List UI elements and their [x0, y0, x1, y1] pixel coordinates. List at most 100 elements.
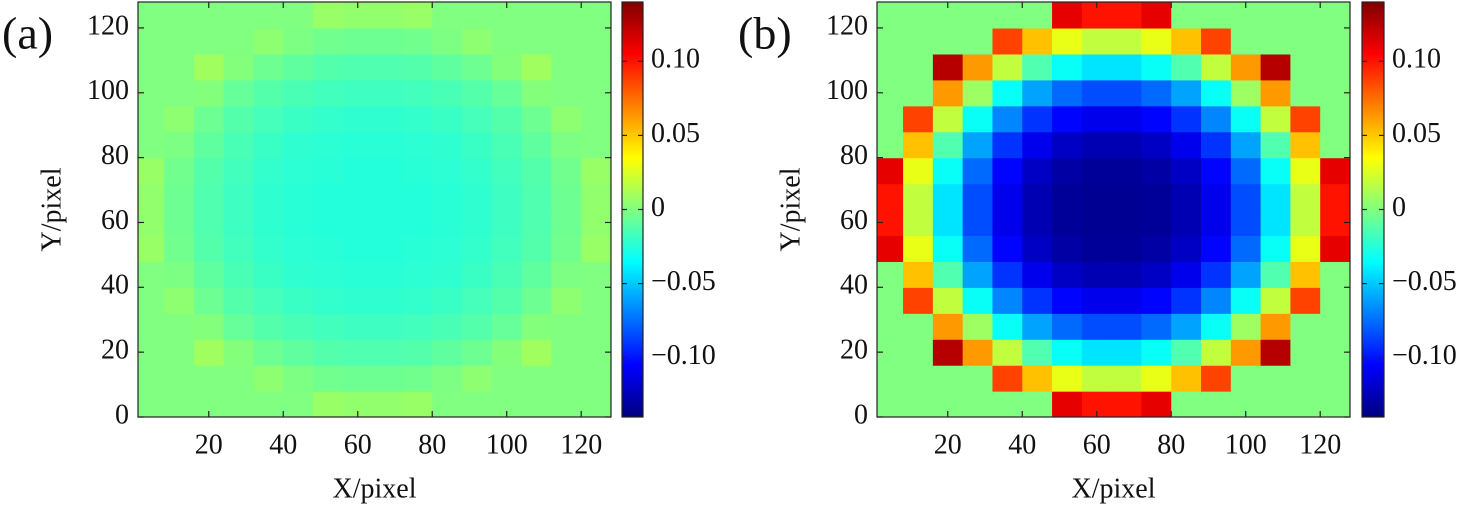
heatmap-cell: [372, 365, 404, 392]
heatmap-cell: [164, 183, 195, 211]
heatmap-cell: [462, 105, 493, 133]
heatmap-cell: [1201, 209, 1232, 237]
heatmap-cell: [164, 287, 195, 314]
heatmap-cell: [1201, 27, 1232, 55]
heatmap-cell: [992, 79, 1023, 107]
heatmap-cell: [253, 287, 284, 314]
heatmap-cell: [372, 157, 404, 185]
heatmap-cell: [1171, 391, 1202, 417]
heatmap-cell: [138, 365, 165, 392]
heatmap-cell: [1201, 391, 1232, 417]
y-tick-label: 0: [115, 399, 129, 430]
heatmap-cell: [402, 339, 433, 366]
y-tick-label: 100: [87, 75, 129, 106]
heatmap-cell: [313, 365, 344, 392]
heatmap-cell: [313, 79, 344, 107]
heatmap-cell: [283, 53, 314, 81]
heatmap-cell: [521, 339, 553, 366]
y-tick-label: 60: [840, 205, 868, 236]
heatmap-cell: [521, 27, 553, 55]
heatmap-cells: [138, 2, 611, 417]
heatmap-cell: [491, 261, 523, 288]
heatmap-cell: [313, 105, 344, 133]
heatmap-cell: [1111, 183, 1143, 211]
y-tick-label: 120: [826, 10, 868, 41]
heatmap-cell: [1260, 131, 1292, 159]
heatmap-cell: [877, 313, 904, 340]
heatmap-cell: [313, 235, 344, 262]
heatmap-cell: [1320, 27, 1350, 55]
heatmap-cell: [491, 131, 523, 159]
heatmap-cell: [193, 365, 225, 392]
heatmap-cell: [932, 339, 964, 366]
heatmap-cell: [1081, 313, 1113, 340]
heatmap-cell: [1052, 365, 1083, 392]
heatmap-cell: [1052, 79, 1083, 107]
heatmap-cell: [903, 365, 934, 392]
heatmap-cell: [491, 105, 523, 133]
panel-label: (b): [738, 8, 792, 59]
heatmap-cell: [462, 313, 493, 340]
heatmap-cell: [432, 27, 463, 55]
heatmap-cell: [372, 235, 404, 262]
heatmap-cell: [164, 365, 195, 392]
heatmap-cell: [223, 105, 255, 133]
heatmap-cell: [402, 105, 433, 133]
heatmap-cell: [1141, 2, 1172, 29]
heatmap-cell: [932, 79, 964, 107]
heatmap-cell: [164, 79, 195, 107]
heatmap-cell: [1052, 2, 1083, 29]
heatmap-cell: [962, 339, 994, 366]
heatmap-cell: [1290, 183, 1321, 211]
heatmap-cell: [164, 339, 195, 366]
colorbar-tick-label: −0.10: [651, 340, 716, 371]
heatmap-cell: [1260, 209, 1292, 237]
heatmap-cell: [1081, 53, 1113, 81]
heatmap-cell: [342, 157, 374, 185]
colorbar-tick-label: −0.05: [651, 266, 716, 297]
heatmap-cell: [193, 131, 225, 159]
heatmap-cell: [432, 2, 463, 29]
heatmap-cell: [581, 391, 611, 417]
heatmap-cell: [462, 391, 493, 417]
plot-frame: [876, 1, 1351, 418]
heatmap-cell: [372, 209, 404, 237]
heatmap-cell: [932, 209, 964, 237]
heatmap-cell: [551, 287, 582, 314]
heatmap-cell: [551, 27, 582, 55]
y-tick-label: 80: [101, 140, 129, 171]
heatmap-cell: [992, 27, 1023, 55]
heatmap-cell: [932, 365, 964, 392]
heatmap-cell: [491, 287, 523, 314]
heatmap-cell: [1052, 131, 1083, 159]
x-tick-label: 60: [1083, 429, 1111, 460]
heatmap-cell: [1081, 105, 1113, 133]
heatmap-cell: [1230, 79, 1262, 107]
heatmap-cell: [551, 313, 582, 340]
heatmap-cell: [402, 2, 433, 29]
x-tick-label: 80: [1157, 429, 1185, 460]
heatmap-cell: [1201, 183, 1232, 211]
colorbar-tick-label: 0.10: [1392, 44, 1441, 75]
heatmap-cell: [962, 261, 994, 288]
heatmap-cell: [1081, 235, 1113, 262]
heatmap-cell: [372, 79, 404, 107]
heatmap-cell: [138, 53, 165, 81]
heatmap-cell: [402, 391, 433, 417]
heatmap-cell: [581, 53, 611, 81]
heatmap-cell: [313, 2, 344, 29]
heatmap-cell: [223, 365, 255, 392]
heatmap-cell: [1230, 53, 1262, 81]
heatmap-cell: [903, 235, 934, 262]
heatmap-cell: [1111, 235, 1143, 262]
heatmap-cell: [581, 105, 611, 133]
heatmap-cell: [223, 157, 255, 185]
heatmap-cell: [551, 391, 582, 417]
heatmap-cell: [1022, 235, 1053, 262]
heatmap-cell: [521, 391, 553, 417]
heatmap-cell: [1081, 131, 1113, 159]
heatmap-cell: [903, 157, 934, 185]
heatmap-cell: [1141, 209, 1172, 237]
heatmap-cell: [932, 131, 964, 159]
heatmap-cell: [581, 261, 611, 288]
